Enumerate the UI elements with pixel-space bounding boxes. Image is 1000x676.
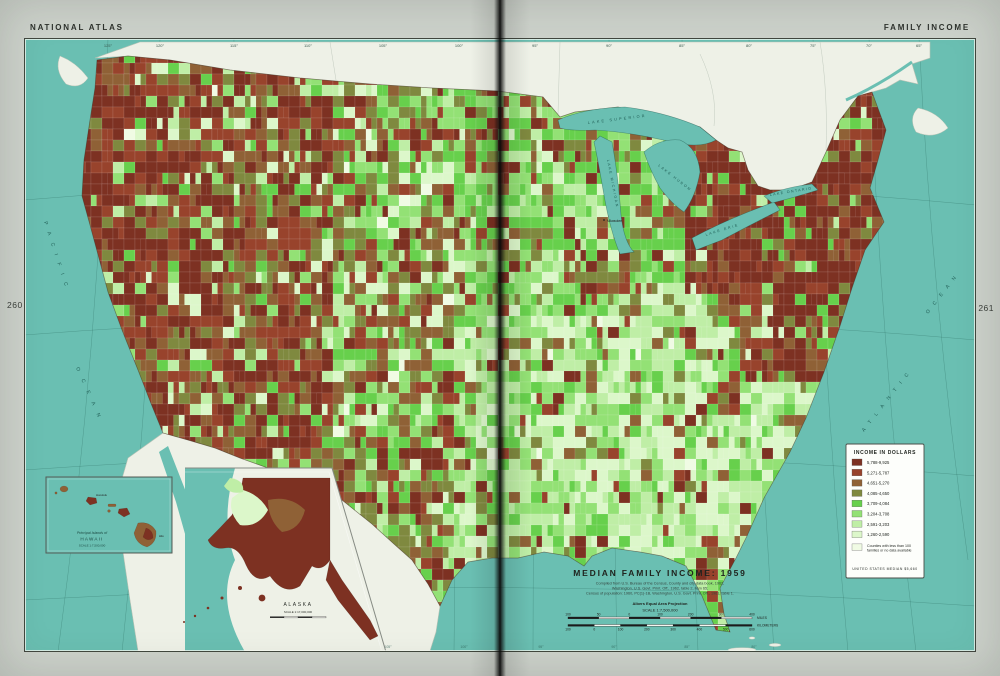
legend-swatch [851,479,863,487]
hilo-label: Hilo [159,534,164,538]
attribution-line-2: Washington, U.S. Govt. Print. Off., 1962… [612,587,708,591]
legend-swatch [851,469,863,476]
legend-swatch [851,510,863,518]
legend-swatch [851,489,863,497]
legend-swatch [851,530,863,538]
alaska-inset: ALASKA SCALE 1:17,000,000 [183,467,387,652]
legend-class-label: 2,591-3,203 [867,522,890,527]
legend-nodata-label: families or no data available [867,548,912,552]
graticule-top-labels: 125° 120° 115° 110° 105° 100° 95° 90° 85° 80° 75° 7… [104,43,923,48]
family-income-header: FAMILY INCOME [883,23,970,32]
aleutian-islands [183,586,266,623]
longitude-label-bottom: 80° [751,645,757,649]
alaska-label: ALASKA [283,602,312,608]
legend-box [845,443,925,579]
legend-swatch [851,543,863,551]
longitude-label-bottom: 100° [460,645,468,649]
milwaukee-dot [603,219,605,221]
longitude-label: 115° [230,43,238,48]
hawaii-inset-scale: SCALE 1:7,500,000 [79,544,106,548]
longitude-label: 75° [810,43,816,48]
legend-class-label: 4,651-5,270 [867,481,890,486]
legend-swatch [851,500,863,507]
nova-scotia [912,107,949,136]
longitude-label-bottom: 95° [538,645,544,649]
hawaii-inset: Honolulu Hilo Principal Islands of HAWAI… [45,476,173,554]
alaska-interior-region [268,498,305,532]
longitude-label: 95° [532,43,538,48]
bahamas-islands [727,636,782,652]
legend-class-label: 3,204-3,708 [867,512,890,517]
legend-swatch [851,458,863,466]
legend-nodata-label: Counties with less than 100 [867,544,911,548]
lake-superior-label: LAKE SUPERIOR [588,114,647,125]
st-lawrence-river [845,60,913,102]
alaska-northwest-region [224,478,244,493]
longitude-label: 100° [455,43,464,48]
longitude-label: 120° [156,43,165,48]
hawaii-inset-title-1: Principal Islands of [77,531,108,535]
longitude-label: 65° [916,43,922,48]
great-lakes [557,106,819,255]
longitude-label: 80° [746,43,752,48]
canada-boundaries [329,41,827,151]
lake-ontario-label: LAKE ONTARIO [770,186,813,197]
page-number-left: 260 [7,300,23,310]
milwaukee-label: Milwaukee [607,219,622,223]
attribution-line-1: Compiled from U.S. Bureau of the Census,… [596,582,725,586]
hawaii-inset-title-2: HAWAII [80,537,103,542]
national-atlas-header: NATIONAL ATLAS [30,23,124,32]
longitude-label-bottom: 85° [684,645,690,649]
legend-footnote: UNITED STATES MEDIAN $5,660 [852,567,917,571]
alaska-panhandle [325,559,379,641]
honolulu-label: Honolulu [96,493,107,497]
map-title: MEDIAN FAMILY INCOME: 1959 [573,568,746,578]
graticule-bottom-labels: 105° 100° 95° 90° 85° 80° [384,645,757,649]
alaska-scale-label: SCALE 1:17,000,000 [284,610,313,614]
attribution-line-3: Census of population: 1960, PC(1)-1B, Wa… [586,592,734,596]
vancouver-island [57,55,89,87]
map-title-block: MEDIAN FAMILY INCOME: 1959 Compiled from… [565,568,779,632]
longitude-label: 110° [304,43,312,48]
longitude-label: 105° [379,43,388,48]
longitude-label: 85° [679,43,685,48]
page-number-right: 261 [978,303,994,313]
alaska-west-region [231,490,268,526]
legend-class-label: 3,709-4,084 [867,501,890,506]
legend-class-label: 5,788-9,925 [867,460,890,465]
alaska-scale-bar [270,616,327,619]
scale-label: SCALE 1:7,500,000 [642,608,678,613]
income-legend: INCOME IN DOLLARS 5,788-9,925 5,271-5,787… [845,443,925,579]
longitude-label-bottom: 105° [384,645,392,649]
legend-class-label: 5,271-5,787 [867,470,890,475]
longitude-label: 70° [866,43,872,48]
longitude-label: 125° [104,43,113,48]
projection-label: Albers Equal Area Projection [633,601,689,606]
legend-title: INCOME IN DOLLARS [854,450,916,456]
legend-class-label: 1,260-2,590 [867,532,890,537]
legend-swatch [851,520,863,528]
longitude-label: 90° [606,43,612,48]
legend-rows: 5,788-9,925 5,271-5,787 4,651-5,270 4,085-4… [851,458,912,552]
legend-class-label: 4,085-4,650 [867,491,890,496]
longitude-label-bottom: 90° [611,645,617,649]
